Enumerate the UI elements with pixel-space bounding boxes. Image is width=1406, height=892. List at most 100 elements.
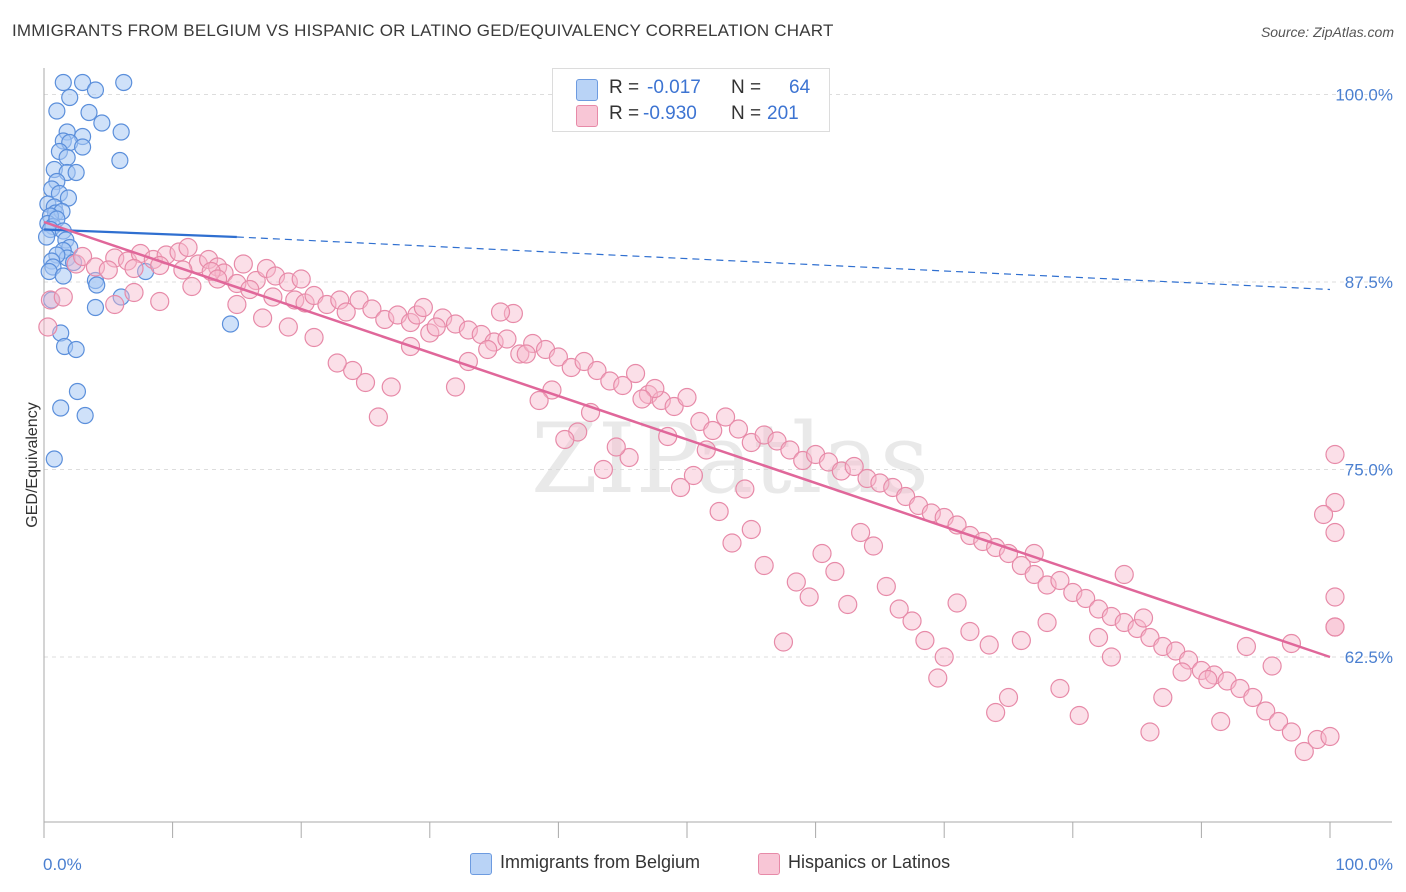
data-point	[619, 447, 639, 468]
data-point	[278, 317, 298, 337]
data-point	[66, 254, 86, 274]
legend-label: Immigrants from Belgium	[500, 852, 701, 872]
data-point	[928, 668, 948, 688]
data-point	[76, 406, 94, 425]
data-point	[1211, 711, 1231, 732]
data-point	[98, 260, 118, 280]
data-point	[863, 536, 884, 556]
y-tick-label: 75.0%	[1345, 461, 1393, 480]
data-point	[478, 339, 498, 360]
r-value: -0.930	[643, 103, 697, 124]
data-point	[741, 519, 761, 540]
data-point	[1320, 726, 1340, 747]
data-point	[86, 81, 105, 99]
data-point	[1140, 722, 1160, 742]
data-point	[80, 103, 98, 122]
trend-line-pink	[43, 220, 1331, 659]
data-point	[40, 262, 58, 281]
data-point	[1236, 636, 1257, 657]
data-point	[606, 437, 626, 457]
data-point	[529, 390, 549, 411]
trend-line-blue-extension	[236, 236, 1331, 291]
data-point	[902, 611, 922, 631]
x-tick-label: 100.0%	[1335, 855, 1393, 874]
data-point	[1153, 687, 1173, 708]
data-point	[1256, 701, 1276, 721]
data-point	[915, 630, 935, 651]
x-tick-label: 0.0%	[43, 855, 82, 874]
data-point	[407, 305, 427, 325]
data-point	[368, 407, 388, 427]
data-point	[1172, 662, 1192, 682]
data-point	[111, 151, 129, 170]
data-point	[72, 246, 93, 267]
data-point	[703, 420, 723, 441]
data-point	[1281, 722, 1302, 742]
grid-lines	[44, 94, 1392, 658]
blue-swatch	[470, 853, 492, 875]
data-point	[947, 593, 967, 613]
data-point	[221, 315, 240, 333]
trend-lines	[43, 220, 1331, 659]
data-point	[780, 440, 800, 460]
data-point	[960, 621, 980, 642]
pink-swatch	[758, 853, 780, 875]
data-point	[327, 353, 347, 373]
data-point	[413, 297, 433, 318]
data-point	[876, 576, 896, 597]
data-point	[812, 543, 832, 564]
data-point	[670, 477, 691, 498]
data-point	[831, 461, 851, 481]
data-point	[426, 317, 446, 337]
pink-swatch	[576, 105, 598, 127]
data-point	[362, 299, 382, 319]
r-label: R =	[609, 77, 640, 98]
data-point	[112, 123, 130, 141]
data-point	[38, 317, 58, 337]
data-point	[857, 468, 877, 489]
data-point	[497, 329, 517, 349]
n-label: N =	[731, 103, 762, 124]
data-point	[381, 377, 401, 397]
data-point	[1178, 650, 1199, 670]
data-point	[58, 148, 76, 167]
data-point	[178, 237, 198, 258]
legend-label: Hispanics or Latinos	[788, 852, 951, 872]
data-point	[1050, 570, 1070, 591]
data-point	[490, 302, 511, 322]
data-point	[124, 282, 144, 303]
data-point	[1294, 741, 1314, 762]
data-point	[93, 114, 111, 132]
data-point	[754, 555, 774, 576]
data-point	[1325, 617, 1345, 637]
data-point	[233, 254, 253, 274]
data-point	[336, 302, 356, 322]
data-point	[735, 479, 755, 499]
data-point	[400, 312, 421, 333]
data-point	[825, 561, 845, 582]
legend-row-pink: R = -0.930 N = 201	[553, 102, 829, 128]
data-point	[330, 290, 350, 310]
data-point	[375, 309, 395, 330]
data-point	[870, 473, 890, 493]
data-point	[1262, 656, 1282, 676]
y-tick-label: 87.5%	[1345, 273, 1393, 292]
stats-legend: R = -0.017 N = 64 R = -0.930 N = 201	[552, 68, 830, 132]
data-point	[54, 73, 72, 92]
data-point	[889, 599, 909, 619]
data-point	[1198, 669, 1218, 690]
n-value: 64	[789, 77, 811, 98]
data-point	[53, 287, 73, 307]
legend-row-blue: R = -0.017 N = 64	[553, 76, 829, 102]
data-point	[510, 344, 530, 364]
data-point	[105, 294, 125, 315]
data-point	[169, 242, 189, 262]
trend-line-blue	[43, 228, 237, 239]
data-point	[291, 269, 311, 289]
data-point	[709, 501, 729, 522]
n-value: 201	[767, 103, 799, 124]
data-point	[1069, 705, 1089, 726]
data-point	[773, 632, 794, 652]
data-point	[625, 363, 646, 384]
data-point	[632, 389, 652, 409]
